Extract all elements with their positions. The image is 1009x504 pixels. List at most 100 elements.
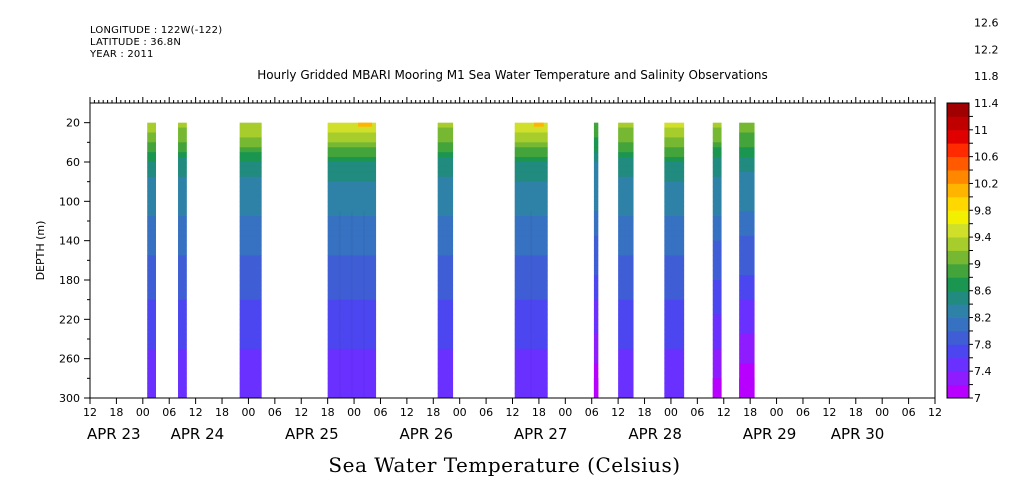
depth-cell (712, 280, 722, 286)
depth-cell (147, 171, 157, 178)
colorbar-swatch (947, 344, 969, 359)
depth-cell (327, 319, 377, 325)
plot-title: Hourly Gridded MBARI Mooring M1 Sea Wate… (257, 68, 768, 82)
depth-cell (239, 216, 262, 222)
depth-cell (664, 304, 685, 310)
texture-stripe (339, 211, 341, 398)
depth-cell (739, 294, 755, 301)
depth-cell (437, 324, 454, 330)
depth-cell (147, 339, 157, 345)
depth-cell (514, 314, 548, 320)
depth-cell (514, 324, 548, 330)
colorbar-tick-label: 7.8 (974, 338, 992, 351)
depth-cell (239, 152, 262, 158)
depth-cell (147, 206, 157, 212)
x-tick-label: 18 (532, 406, 546, 419)
x-tick-label: 12 (611, 406, 625, 419)
depth-cell (593, 147, 599, 153)
depth-cell (239, 230, 262, 237)
depth-cell (664, 216, 685, 222)
depth-cell (239, 304, 262, 310)
depth-cell (712, 157, 722, 163)
depth-cell (239, 339, 262, 345)
depth-cell (593, 348, 599, 355)
depth-cell (739, 221, 755, 227)
colorbar-swatch (947, 183, 969, 198)
colorbar-swatch (947, 263, 969, 278)
depth-cell (664, 388, 685, 394)
depth-cell (712, 353, 722, 360)
depth-cell (437, 299, 454, 305)
depth-cell (147, 309, 157, 315)
x-tick-label: 00 (347, 406, 361, 419)
depth-cell (327, 206, 377, 212)
x-tick-label: 18 (849, 406, 863, 419)
depth-cell (437, 235, 454, 242)
depth-cell (593, 275, 599, 281)
depth-cell (712, 166, 722, 173)
depth-cell (514, 240, 548, 246)
depth-cell (514, 132, 548, 138)
x-tick-label: 12 (717, 406, 731, 419)
depth-cell (618, 166, 634, 173)
depth-cell (327, 294, 377, 301)
depth-cell (178, 339, 187, 345)
depth-cell (147, 235, 157, 242)
colorbar-swatch (947, 210, 969, 225)
data-block (514, 122, 548, 399)
depth-cell (664, 211, 685, 217)
y-tick-label: 60 (66, 156, 80, 169)
depth-cell (712, 196, 722, 202)
depth-cell (618, 363, 634, 369)
depth-cell (514, 181, 548, 187)
depth-cell (514, 368, 548, 374)
data-block (239, 122, 262, 399)
depth-cell (147, 368, 157, 374)
depth-cell (327, 166, 377, 173)
depth-cell (739, 324, 755, 330)
depth-cell (664, 196, 685, 202)
depth-cell (664, 299, 685, 305)
depth-cell (239, 132, 262, 138)
depth-cell (327, 299, 377, 305)
depth-cell (327, 275, 377, 281)
plot-frame (89, 102, 936, 399)
depth-cell (147, 176, 157, 183)
x-tick-label: 12 (294, 406, 308, 419)
depth-cell (664, 186, 685, 192)
depth-cell (712, 245, 722, 251)
depth-cell (593, 211, 599, 217)
colorbar-swatch (947, 116, 969, 131)
colorbar-tick-label: 10.2 (974, 177, 999, 190)
depth-cell (712, 137, 722, 143)
depth-cell (618, 235, 634, 242)
depth-cell (147, 216, 157, 222)
depth-cell (437, 216, 454, 222)
depth-cell (437, 147, 454, 153)
x-tick-label: 18 (743, 406, 757, 419)
depth-cell (664, 162, 685, 168)
depth-cell (712, 186, 722, 192)
depth-cell (178, 378, 187, 384)
depth-cell (664, 230, 685, 237)
depth-cell (712, 171, 722, 178)
depth-cell (593, 339, 599, 345)
depth-cell (739, 240, 755, 246)
depth-cell (147, 270, 157, 276)
depth-cell (664, 171, 685, 178)
depth-cell (618, 275, 634, 281)
depth-cell (178, 284, 187, 291)
depth-cell (618, 299, 634, 305)
depth-cell (514, 147, 548, 153)
depth-cell (239, 378, 262, 384)
depth-cell (664, 329, 685, 335)
depth-cell (514, 378, 548, 384)
x-tick-label: 18 (215, 406, 229, 419)
depth-cell (593, 255, 599, 261)
x-tick-label: 00 (558, 406, 572, 419)
depth-cell (178, 329, 187, 335)
depth-cell (618, 324, 634, 330)
depth-cell (239, 201, 262, 207)
depth-cell (514, 157, 548, 163)
depth-cell (664, 373, 685, 379)
